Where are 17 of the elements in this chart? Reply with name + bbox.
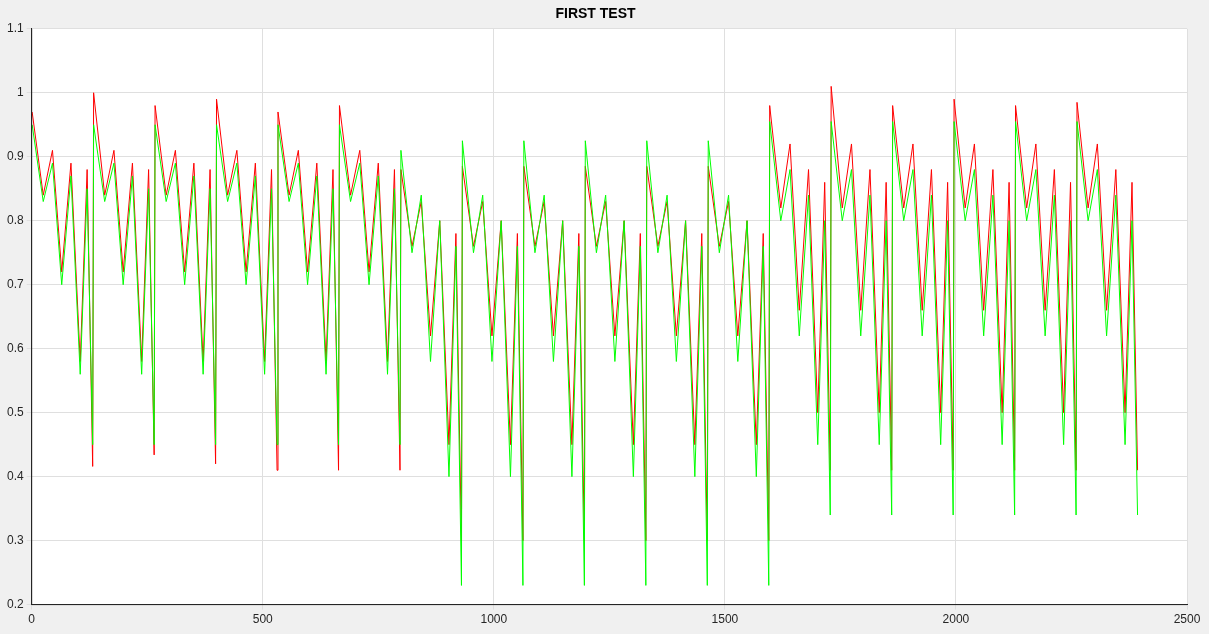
y-tick-label: 0.6 — [6, 341, 24, 355]
y-tick-label: 0.3 — [6, 532, 24, 547]
x-tick-label: 1000 — [480, 612, 508, 627]
x-tick-label: 2000 — [942, 612, 970, 627]
y-tick-label: 0.2 — [6, 596, 24, 611]
y-tick-label: 0.7 — [6, 277, 24, 292]
y-tick-label: 0.9 — [6, 149, 24, 164]
y-tick-label: 1 — [16, 85, 24, 100]
x-tick-label: 500 — [252, 612, 274, 627]
chart-title: FIRST TEST — [555, 5, 636, 22]
y-tick-label: 1.1 — [6, 21, 24, 36]
y-tick-label: 0.4 — [6, 468, 24, 483]
x-tick-label: 0 — [28, 612, 36, 627]
x-tick-label: 1500 — [711, 612, 739, 627]
y-tick-label: 0.5 — [6, 404, 24, 419]
x-tick-label: 2500 — [1173, 612, 1201, 627]
y-tick-label: 0.8 — [6, 213, 24, 228]
